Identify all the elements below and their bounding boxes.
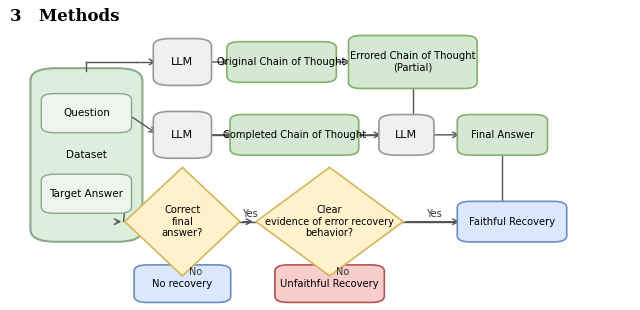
FancyBboxPatch shape [31, 68, 143, 242]
Text: LLM: LLM [172, 57, 193, 67]
FancyBboxPatch shape [458, 202, 567, 242]
Text: LLM: LLM [172, 130, 193, 140]
Text: Final Answer: Final Answer [471, 130, 534, 140]
Text: Target Answer: Target Answer [49, 189, 124, 199]
FancyBboxPatch shape [153, 112, 211, 158]
Text: No recovery: No recovery [152, 279, 212, 289]
Polygon shape [256, 167, 403, 276]
Text: Dataset: Dataset [66, 150, 107, 160]
Text: Original Chain of Thought: Original Chain of Thought [218, 57, 346, 67]
FancyBboxPatch shape [230, 115, 359, 155]
FancyBboxPatch shape [227, 42, 337, 82]
Text: LLM: LLM [396, 130, 417, 140]
FancyBboxPatch shape [41, 94, 132, 133]
Text: 3   Methods: 3 Methods [10, 8, 119, 25]
FancyBboxPatch shape [379, 115, 434, 155]
Text: Unfaithful Recovery: Unfaithful Recovery [280, 279, 379, 289]
FancyBboxPatch shape [275, 265, 385, 303]
Text: Faithful Recovery: Faithful Recovery [469, 217, 555, 227]
Text: Correct
final
answer?: Correct final answer? [162, 205, 203, 238]
Text: Yes: Yes [426, 209, 442, 219]
Text: Clear
evidence of error recovery
behavior?: Clear evidence of error recovery behavio… [265, 205, 394, 238]
FancyBboxPatch shape [349, 36, 477, 89]
Text: Completed Chain of Thought: Completed Chain of Thought [223, 130, 366, 140]
Polygon shape [125, 167, 240, 276]
Text: No: No [189, 267, 202, 277]
FancyBboxPatch shape [458, 115, 548, 155]
Text: Question: Question [63, 108, 110, 118]
Text: Errored Chain of Thought
(Partial): Errored Chain of Thought (Partial) [350, 51, 476, 73]
Text: No: No [336, 267, 349, 277]
FancyBboxPatch shape [41, 174, 132, 213]
FancyBboxPatch shape [134, 265, 231, 303]
FancyBboxPatch shape [153, 38, 211, 85]
Text: Yes: Yes [242, 209, 257, 219]
